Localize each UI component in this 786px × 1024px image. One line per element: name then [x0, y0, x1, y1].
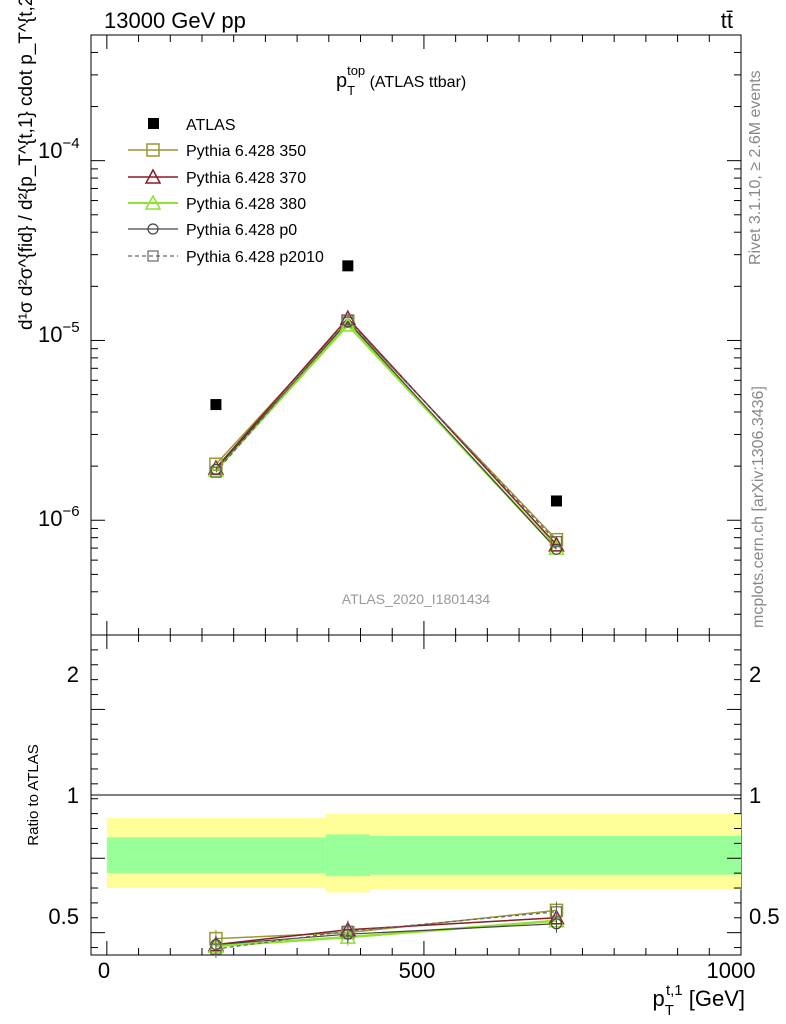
ytick-main-1e-4: 10−4: [38, 135, 80, 163]
main-point-atlas: [210, 399, 222, 411]
ytick-ratio-2-right: 2: [749, 662, 761, 687]
y-axis-label-main: d¹σ d²σ^{fid} / d²{p_T^{t,1} cdot p_T^{t…: [16, 0, 37, 330]
main-y-ticks: [91, 34, 741, 615]
main-line-pythia-6-428-p2010: [215, 319, 557, 543]
main-point-pythia-6-428-350: [209, 457, 223, 471]
legend-marker-p2010: [147, 250, 159, 262]
legend-marker-p0: [147, 223, 159, 235]
legend-label-p0: Pythia 6.428 p0: [186, 222, 297, 239]
header-left: 13000 GeV pp: [104, 8, 246, 33]
legend-label-380: Pythia 6.428 380: [186, 196, 306, 213]
ytick-main-1e-6: 10−6: [38, 503, 80, 531]
ytick-ratio-0.5-right: 0.5: [749, 904, 780, 929]
ratio-series-layer: [207, 901, 565, 959]
legend-marker-350: [146, 143, 160, 157]
ratio-y-ticks: [91, 634, 741, 949]
ytick-main-1e-5: 10−5: [38, 319, 80, 347]
ratio-band-inner-0: [106, 837, 326, 874]
ytick-ratio-1-left: 1: [67, 783, 79, 808]
main-point-pythia-6-428-380: [207, 461, 225, 477]
y-axis-label-ratio: Ratio to ATLAS: [25, 744, 42, 845]
legend-label-370: Pythia 6.428 370: [186, 170, 306, 187]
main-point-atlas: [550, 495, 562, 507]
mcplots-credit: mcplots.cern.ch [arXiv:1306.3436]: [750, 386, 767, 628]
main-point-pythia-6-428-p2010: [210, 466, 222, 478]
main-point-pythia-6-428-p2010: [342, 314, 354, 326]
plot-title: pTtop (ATLAS ttbar): [336, 63, 466, 98]
ratio-point-pythia-6-428-p2010: [210, 943, 222, 955]
legend: ATLAS Pythia 6.428 350 Pythia 6.428 370 …: [128, 117, 324, 266]
xtick-1000: 1000: [707, 958, 756, 983]
xtick-0: 0: [98, 958, 110, 983]
ratio-band-inner-2: [370, 835, 741, 875]
main-line-pythia-6-428-370: [215, 317, 558, 546]
legend-marker-370: [144, 168, 162, 184]
main-point-atlas: [342, 260, 354, 272]
ratio-band-inner-1: [325, 834, 371, 877]
main-point-pythia-6-428-p2010: [550, 536, 563, 548]
ytick-ratio-1-right: 1: [749, 783, 761, 808]
main-point-pythia-6-428-370: [548, 536, 565, 552]
x-axis-label: pTt,1 [GeV]: [653, 982, 745, 1019]
rivet-version: Rivet 3.1.10, ≥ 2.6M events: [747, 70, 764, 265]
main-point-pythia-6-428-350: [549, 532, 564, 547]
main-line-pythia-6-428-350: [215, 320, 558, 541]
legend-label-350: Pythia 6.428 350: [186, 143, 306, 160]
main-line-pythia-6-428-p0: [215, 320, 557, 550]
legend-marker-380: [144, 194, 162, 210]
analysis-id: ATLAS_2020_I1801434: [342, 591, 491, 607]
main-series-layer: [207, 260, 565, 555]
main-point-pythia-6-428-p0: [550, 543, 563, 555]
legend-marker-atlas: [148, 118, 159, 129]
legend-label-atlas: ATLAS: [186, 117, 236, 134]
xtick-500: 500: [399, 958, 436, 983]
x-ticks: [106, 35, 742, 955]
header-right: tt̄: [721, 8, 733, 33]
ytick-ratio-0.5-left: 0.5: [48, 904, 79, 929]
ytick-ratio-2-left: 2: [67, 662, 79, 687]
ratio-point-pythia-6-428-p2010: [342, 925, 354, 937]
ratio-point-pythia-6-428-p2010: [550, 906, 563, 918]
legend-label-p2010: Pythia 6.428 p2010: [186, 249, 324, 266]
main-line-pythia-6-428-380: [215, 323, 558, 549]
ratio-bands: [106, 813, 741, 893]
